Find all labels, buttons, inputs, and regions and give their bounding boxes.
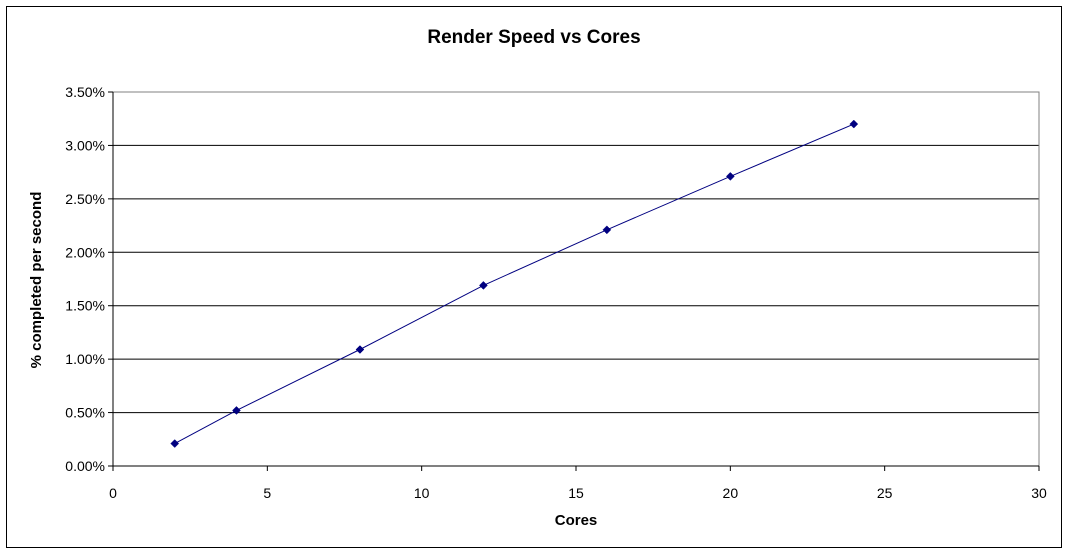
y-tick-label: 3.00% [65, 137, 105, 153]
x-tick-label: 30 [1031, 485, 1047, 501]
x-tick-label: 0 [109, 485, 117, 501]
x-tick-labels: 0 5 10 15 20 25 30 [109, 485, 1047, 501]
gridlines [113, 144, 1039, 414]
y-tick-label: 0.50% [65, 405, 105, 421]
y-tick-label: 2.00% [65, 244, 105, 260]
data-point [232, 406, 241, 415]
data-point [170, 439, 180, 448]
data-point [355, 345, 365, 354]
chart-title: Render Speed vs Cores [427, 27, 640, 48]
x-tick-label: 5 [263, 485, 271, 501]
y-tick-label: 1.50% [65, 298, 105, 314]
y-tick-labels: 0.00% 0.50% 1.00% 1.50% 2.00% 2.50% 3.00% 3.50% [65, 84, 105, 474]
axes [108, 91, 1040, 471]
data-point [479, 281, 488, 290]
y-axis-title: % completed per second [28, 192, 45, 369]
x-tick-label: 25 [877, 485, 893, 501]
y-tick-label: 0.00% [65, 458, 105, 474]
series-line [174, 123, 854, 445]
data-point [602, 225, 612, 235]
data-series [170, 119, 859, 448]
y-tick-label: 2.50% [65, 191, 105, 207]
data-point [725, 172, 735, 181]
chart-frame [6, 6, 1062, 548]
plot-area [112, 91, 1040, 467]
x-tick-label: 10 [414, 485, 430, 501]
y-tick-label: 3.50% [65, 84, 105, 100]
x-tick-label: 20 [723, 485, 739, 501]
x-tick-label: 15 [568, 485, 584, 501]
data-point [849, 119, 859, 129]
x-axis-title: Cores [555, 512, 598, 529]
y-tick-label: 1.00% [65, 351, 105, 367]
